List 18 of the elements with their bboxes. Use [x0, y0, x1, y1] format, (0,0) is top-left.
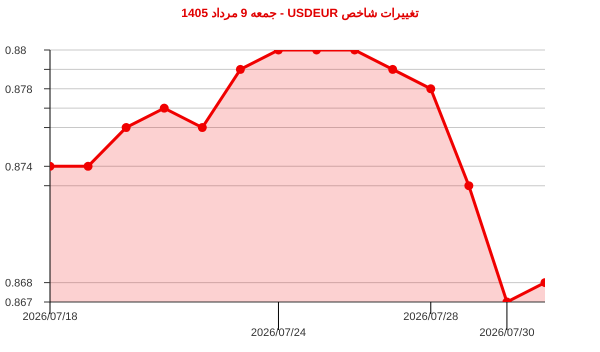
point	[426, 84, 436, 94]
y-tick-label: 0.878	[5, 84, 33, 96]
y-tick-label: 0.874	[5, 161, 33, 174]
point	[160, 104, 169, 113]
y-tick-label: 0.868	[5, 278, 33, 290]
chart-title: تغییرات شاخص USDEUR - جمعه 9 مرداد 1405	[180, 5, 420, 22]
point	[198, 123, 207, 132]
point	[84, 162, 93, 171]
y-tick-label: 0.88	[5, 45, 26, 57]
point	[122, 123, 131, 132]
y-tick-label: 0.867	[5, 297, 33, 309]
x-tick-label: 2026/07/18	[22, 311, 78, 323]
x-tick-label: 2026/07/28	[403, 311, 458, 323]
point	[464, 181, 474, 190]
point	[236, 64, 245, 74]
x-tick-label: 2026/07/24	[250, 327, 306, 339]
point	[388, 64, 398, 74]
x-tick-label: 2026/07/30	[479, 327, 534, 339]
